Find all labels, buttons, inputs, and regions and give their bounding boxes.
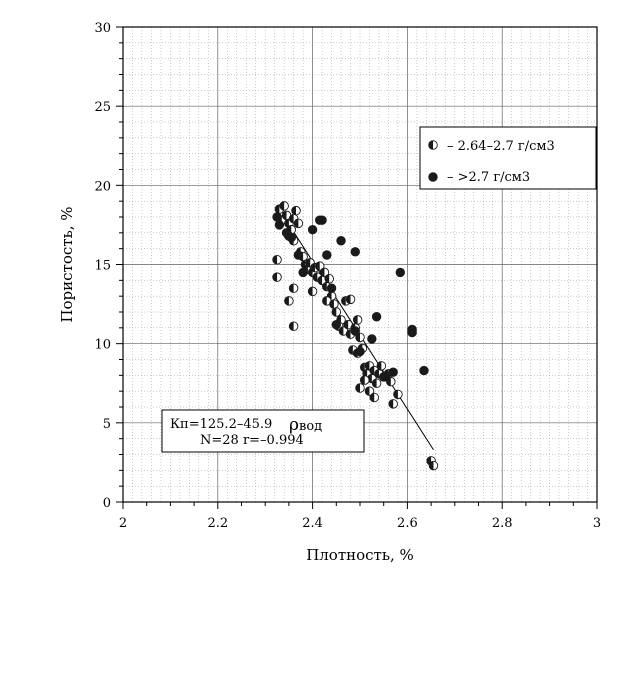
y-tick-label: 15 bbox=[94, 259, 111, 274]
data-point-half-filled bbox=[272, 272, 282, 282]
data-point-half-filled bbox=[284, 296, 294, 306]
legend-label-0: – 2.64–2.7 г/см3 bbox=[447, 139, 555, 154]
y-tick-label: 25 bbox=[94, 100, 111, 115]
data-point-half-filled bbox=[279, 201, 289, 211]
equation-line-2: N=28 r=–0.994 bbox=[200, 433, 304, 448]
data-point-filled bbox=[286, 232, 296, 243]
density-subscript: вод bbox=[299, 419, 322, 434]
x-tick-label: 3 bbox=[593, 516, 601, 531]
data-point-half-filled bbox=[329, 299, 339, 309]
data-point-filled bbox=[274, 220, 285, 230]
equation-box bbox=[161, 409, 365, 453]
data-point-half-filled bbox=[288, 283, 299, 294]
data-point-half-filled bbox=[291, 205, 301, 216]
data-point-filled bbox=[419, 365, 429, 376]
data-point-half-filled bbox=[317, 275, 327, 286]
y-tick-label: 10 bbox=[94, 338, 111, 353]
legend: – 2.64–2.7 г/см3 – >2.7 г/см3 bbox=[419, 126, 597, 190]
data-point-half-filled bbox=[319, 267, 330, 278]
data-point-half-filled bbox=[355, 383, 365, 393]
data-point-half-filled bbox=[371, 378, 382, 389]
data-point-half-filled bbox=[288, 321, 299, 332]
x-tick-labels: 2 2.2 2.4 2.6 2.8 3 bbox=[119, 516, 601, 531]
legend-marker-half-filled bbox=[428, 140, 438, 150]
data-point-filled bbox=[336, 236, 346, 246]
data-point-filled bbox=[293, 250, 304, 260]
data-point-half-filled bbox=[307, 286, 318, 297]
regression-equation: Кп=125.2–45.9 ρ вод N=28 r=–0.994 bbox=[161, 409, 365, 453]
x-tick-label: 2 bbox=[119, 516, 127, 531]
x-tick-label: 2.8 bbox=[492, 516, 513, 531]
density-symbol: ρ bbox=[289, 415, 299, 435]
axis-ticks bbox=[116, 26, 598, 509]
data-point-filled bbox=[381, 372, 391, 382]
data-point-half-filled bbox=[393, 389, 403, 400]
data-point-half-filled bbox=[314, 261, 325, 271]
data-point-half-filled bbox=[343, 319, 353, 330]
data-point-half-filled bbox=[293, 218, 304, 229]
data-point-filled bbox=[407, 327, 417, 338]
y-tick-label: 0 bbox=[103, 496, 111, 511]
y-tick-labels: 0 5 10 15 20 25 30 bbox=[94, 21, 111, 511]
equation-line-1: Кп=125.2–45.9 bbox=[170, 417, 272, 432]
data-point-half-filled bbox=[324, 274, 334, 284]
legend-marker-filled bbox=[428, 172, 438, 182]
legend-box bbox=[419, 126, 597, 190]
data-point-filled bbox=[331, 319, 342, 330]
data-point-half-filled bbox=[359, 375, 370, 385]
x-tick-label: 2.2 bbox=[207, 516, 228, 531]
data-point-half-filled bbox=[274, 204, 285, 214]
legend-label-1: – >2.7 г/см3 bbox=[447, 170, 530, 185]
y-axis-label: Пористость, % bbox=[58, 206, 76, 322]
data-point-half-filled bbox=[348, 345, 358, 355]
data-point-filled bbox=[317, 215, 327, 225]
data-point-half-filled bbox=[364, 386, 375, 396]
data-points bbox=[272, 201, 439, 471]
legend-symbol-filled bbox=[428, 172, 438, 182]
data-point-half-filled bbox=[355, 332, 365, 343]
data-point-filled bbox=[272, 212, 282, 222]
data-point-half-filled bbox=[376, 361, 387, 371]
legend-symbol-half-filled bbox=[428, 140, 438, 150]
y-tick-label: 30 bbox=[94, 21, 111, 36]
y-tick-label: 20 bbox=[94, 179, 111, 194]
data-point-half-filled bbox=[352, 315, 363, 325]
x-tick-label: 2.6 bbox=[397, 516, 418, 531]
data-point-half-filled bbox=[331, 307, 342, 317]
data-point-filled bbox=[388, 367, 398, 377]
data-point-half-filled bbox=[322, 296, 332, 306]
data-point-filled bbox=[307, 224, 318, 235]
x-axis-label: Плотность, % bbox=[306, 546, 414, 564]
data-point-filled bbox=[395, 267, 405, 278]
data-point-filled bbox=[367, 334, 377, 344]
data-point-half-filled bbox=[345, 294, 356, 305]
data-point-half-filled bbox=[428, 460, 439, 471]
data-point-filled bbox=[322, 250, 332, 260]
data-point-half-filled bbox=[388, 399, 398, 409]
data-point-filled bbox=[371, 312, 382, 322]
data-point-half-filled bbox=[369, 392, 379, 403]
data-point-half-filled bbox=[272, 254, 282, 265]
data-point-filled bbox=[326, 283, 337, 293]
y-tick-label: 5 bbox=[103, 417, 111, 432]
data-point-filled bbox=[355, 346, 365, 357]
grid bbox=[123, 27, 597, 502]
data-point-filled bbox=[298, 267, 308, 278]
data-point-filled bbox=[350, 247, 360, 257]
data-point-filled bbox=[350, 326, 360, 336]
x-tick-label: 2.4 bbox=[302, 516, 323, 531]
